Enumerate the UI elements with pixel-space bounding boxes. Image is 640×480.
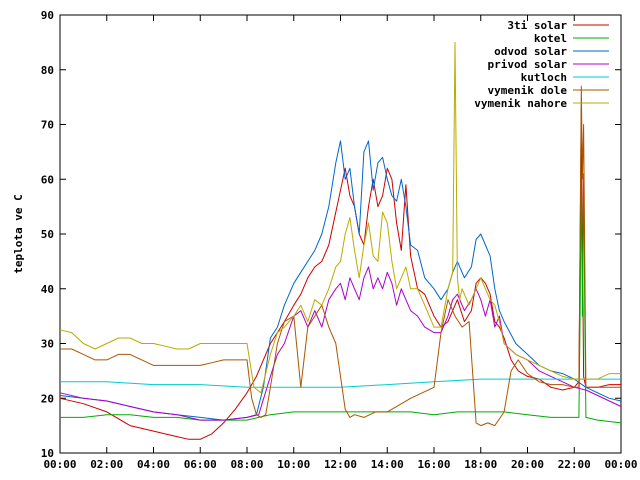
y-tick-label: 20 [41, 392, 54, 405]
x-tick-label: 10:00 [277, 458, 310, 471]
legend-label: privod solar [488, 58, 568, 71]
x-tick-label: 12:00 [324, 458, 357, 471]
legend-label: odvod solar [494, 45, 567, 58]
y-tick-label: 10 [41, 447, 54, 460]
series-line-0 [59, 107, 621, 440]
series-group [59, 41, 622, 440]
series-line-2 [59, 140, 622, 421]
y-axis: 10 20 30 40 50 60 70 80 90 [41, 9, 621, 460]
x-axis: 00:00 02:00 04:00 06:00 08:00 10:00 12:00 14:00… [43, 15, 638, 471]
legend-label: vymenik nahore [474, 97, 567, 110]
y-tick-label: 30 [41, 338, 54, 351]
y-tick-label: 80 [41, 64, 54, 77]
y-tick-label: 70 [41, 119, 54, 132]
x-tick-label: 00:00 [604, 458, 637, 471]
x-tick-label: 16:00 [417, 458, 450, 471]
y-tick-label: 60 [41, 173, 54, 186]
legend-label: kutloch [521, 71, 567, 84]
legend-label: vymenik dole [488, 84, 568, 97]
series-line-4 [60, 378, 621, 388]
y-tick-label: 50 [41, 228, 54, 241]
x-tick-label: 14:00 [371, 458, 404, 471]
legend-label: kotel [534, 32, 567, 45]
series-line-5 [60, 85, 621, 427]
x-tick-label: 04:00 [137, 458, 170, 471]
series-line-1 [60, 173, 622, 424]
x-tick-label: 02:00 [90, 458, 123, 471]
series-line-6 [59, 41, 621, 394]
x-tick-label: 20:00 [511, 458, 544, 471]
y-axis-label: teplota ve C [12, 194, 25, 273]
x-tick-label: 18:00 [464, 458, 497, 471]
y-tick-label: 40 [41, 283, 54, 296]
x-tick-label: 08:00 [230, 458, 263, 471]
x-tick-label: 00:00 [43, 458, 76, 471]
legend-label: 3ti solar [507, 19, 567, 32]
y-tick-label: 90 [41, 9, 54, 22]
x-tick-label: 06:00 [184, 458, 217, 471]
x-tick-label: 22:00 [558, 458, 591, 471]
